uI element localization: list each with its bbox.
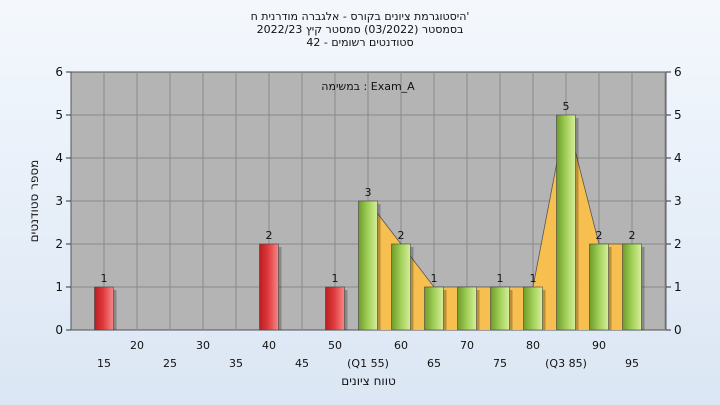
- data-label: 3: [365, 186, 372, 199]
- y-tick-label-right: 5: [674, 108, 682, 122]
- data-label: 1: [431, 272, 438, 285]
- x-tick-label: 30: [196, 339, 210, 352]
- y-axis-title: מספר סטודנטים: [27, 160, 41, 243]
- bar: [556, 114, 576, 331]
- bar: [391, 243, 411, 331]
- x-tick-label: 95: [625, 357, 639, 370]
- y-tick-label-right: 0: [674, 323, 682, 337]
- bar: [457, 286, 477, 331]
- x-tick-label: 75: [493, 357, 507, 370]
- x-tick-label: 40: [262, 339, 276, 352]
- x-tick-label: 65: [427, 357, 441, 370]
- x-tick-label: 60: [394, 339, 408, 352]
- bar: [589, 243, 609, 331]
- bar: [259, 243, 279, 331]
- bar: [622, 243, 642, 331]
- data-label: 2: [629, 229, 636, 242]
- bar: [424, 286, 444, 331]
- data-label: 1: [101, 272, 108, 285]
- y-tick-label: 1: [55, 280, 63, 294]
- data-label: 1: [497, 272, 504, 285]
- x-tick-label: 15: [97, 357, 111, 370]
- chart-title-line-3: סטודנטים רשומים - 42: [306, 36, 414, 49]
- y-tick-label-right: 3: [674, 194, 682, 208]
- x-tick-label: 25: [163, 357, 177, 370]
- data-label: 1: [332, 272, 339, 285]
- y-tick-label: 5: [55, 108, 63, 122]
- x-tick-label: 80: [526, 339, 540, 352]
- x-axis-title: טווח ציונים: [341, 374, 396, 388]
- y-tick-label: 4: [55, 151, 63, 165]
- data-label: 2: [398, 229, 405, 242]
- x-tick-label: 50: [328, 339, 342, 352]
- bar: [94, 286, 114, 331]
- data-label: 1: [530, 272, 537, 285]
- y-tick-label: 3: [55, 194, 63, 208]
- y-tick-label: 0: [55, 323, 63, 337]
- x-tick-label: 20: [130, 339, 144, 352]
- bar: [523, 286, 543, 331]
- bar: [325, 286, 345, 331]
- y-tick-label-right: 6: [674, 65, 682, 79]
- x-tick-label: 90: [592, 339, 606, 352]
- y-tick-label-right: 2: [674, 237, 682, 251]
- x-tick-label: 35: [229, 357, 243, 370]
- bar: [358, 200, 378, 331]
- chart-title-line-2: בסמסטר (03/2022) סמסטר קיץ 2022/23: [256, 23, 464, 36]
- y-tick-label-right: 4: [674, 151, 682, 165]
- y-tick-label: 2: [55, 237, 63, 251]
- bar: [490, 286, 510, 331]
- x-tick-label: (Q1 55): [347, 357, 389, 370]
- chart-title-line-1: היסטוגרמת ציונים בקורס - אלגברה מודרנית …: [250, 10, 470, 23]
- x-tick-label: 70: [460, 339, 474, 352]
- data-label: 5: [563, 100, 570, 113]
- y-tick-label-right: 1: [674, 280, 682, 294]
- x-tick-label: (Q3 85): [545, 357, 587, 370]
- y-tick-label: 6: [55, 65, 63, 79]
- data-label: 2: [266, 229, 273, 242]
- x-tick-label: 45: [295, 357, 309, 370]
- chart-annotation: במשימה : Exam_A: [321, 80, 415, 93]
- data-label: 2: [596, 229, 603, 242]
